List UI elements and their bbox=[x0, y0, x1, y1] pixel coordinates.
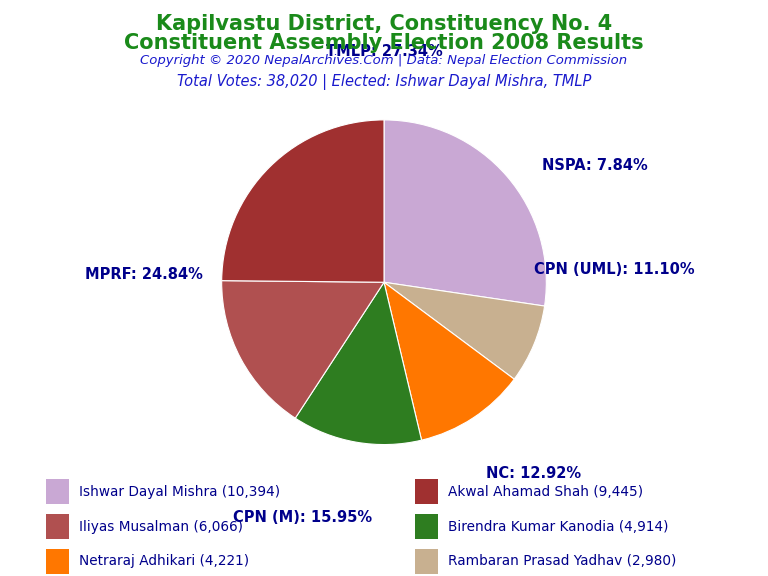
Bar bbox=[46, 479, 69, 504]
Bar bbox=[415, 479, 438, 504]
Text: TMLP: 27.34%: TMLP: 27.34% bbox=[326, 44, 442, 59]
Text: MPRF: 24.84%: MPRF: 24.84% bbox=[84, 267, 203, 282]
Text: Kapilvastu District, Constituency No. 4: Kapilvastu District, Constituency No. 4 bbox=[156, 14, 612, 35]
Wedge shape bbox=[384, 120, 546, 306]
Text: NC: 12.92%: NC: 12.92% bbox=[486, 467, 581, 482]
Wedge shape bbox=[384, 282, 545, 379]
Text: Akwal Ahamad Shah (9,445): Akwal Ahamad Shah (9,445) bbox=[448, 485, 643, 499]
Bar bbox=[415, 549, 438, 574]
Wedge shape bbox=[384, 282, 515, 440]
Text: Rambaran Prasad Yadhav (2,980): Rambaran Prasad Yadhav (2,980) bbox=[448, 554, 676, 569]
Text: Netraraj Adhikari (4,221): Netraraj Adhikari (4,221) bbox=[79, 554, 250, 569]
Text: Birendra Kumar Kanodia (4,914): Birendra Kumar Kanodia (4,914) bbox=[448, 520, 668, 533]
Bar bbox=[415, 514, 438, 539]
Text: Total Votes: 38,020 | Elected: Ishwar Dayal Mishra, TMLP: Total Votes: 38,020 | Elected: Ishwar Da… bbox=[177, 74, 591, 90]
Wedge shape bbox=[222, 281, 384, 418]
Text: NSPA: 7.84%: NSPA: 7.84% bbox=[542, 158, 648, 173]
Wedge shape bbox=[295, 282, 422, 445]
Text: Iliyas Musalman (6,066): Iliyas Musalman (6,066) bbox=[79, 520, 243, 533]
Bar bbox=[46, 514, 69, 539]
Text: CPN (UML): 11.10%: CPN (UML): 11.10% bbox=[535, 262, 695, 276]
Wedge shape bbox=[222, 120, 384, 282]
Text: Copyright © 2020 NepalArchives.Com | Data: Nepal Election Commission: Copyright © 2020 NepalArchives.Com | Dat… bbox=[141, 54, 627, 67]
Text: Constituent Assembly Election 2008 Results: Constituent Assembly Election 2008 Resul… bbox=[124, 33, 644, 54]
Bar bbox=[46, 549, 69, 574]
Text: CPN (M): 15.95%: CPN (M): 15.95% bbox=[233, 510, 372, 525]
Text: Ishwar Dayal Mishra (10,394): Ishwar Dayal Mishra (10,394) bbox=[79, 485, 280, 499]
